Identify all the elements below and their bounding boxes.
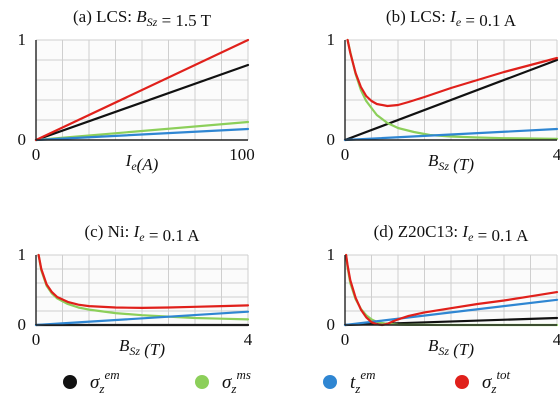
chart-panel-2: 0 1 0 4 BSz (T) (b) LCS: Ie = 0.1 A xyxy=(327,7,560,174)
legend-marker xyxy=(455,375,469,389)
series-line-sigma-tot xyxy=(345,253,559,327)
legend-marker xyxy=(323,375,337,389)
series-line-sigma-tot xyxy=(346,38,559,108)
series-line-t-em xyxy=(343,127,559,142)
chart-title: (d) Z20C13: Ie = 0.1 A xyxy=(374,222,529,245)
legend-label: σzms xyxy=(222,367,251,396)
chart-title: (c) Ni: Ie = 0.1 A xyxy=(84,222,200,245)
chart-panel-1: 0 1 0 100 Ie(A) (a) LCS: BSz = 1.5 T xyxy=(18,7,255,174)
legend-item-t-em: tzem xyxy=(323,367,376,396)
x-tick-label: 0 xyxy=(32,330,41,349)
x-tick-label: 4 xyxy=(553,145,560,164)
series-line-sigma-tot xyxy=(37,253,250,309)
y-tick-label: 0 xyxy=(18,130,27,149)
x-tick-label: 4 xyxy=(244,330,253,349)
series-line-sigma-em xyxy=(343,58,559,142)
y-tick-label: 0 xyxy=(18,315,27,334)
legend-marker xyxy=(63,375,77,389)
y-tick-label: 1 xyxy=(327,30,336,49)
legend: σzem σzms tzem σztot xyxy=(63,367,511,396)
chart-title: (a) LCS: BSz = 1.5 T xyxy=(73,7,212,30)
x-axis-label: BSz (T) xyxy=(428,151,474,174)
chart-panel-4: 0 1 0 4 BSz (T) (d) Z20C13: Ie = 0.1 A xyxy=(327,222,560,359)
x-axis-label: BSz (T) xyxy=(428,336,474,359)
series-line-sigma-tot xyxy=(34,38,250,142)
chart-title: (b) LCS: Ie = 0.1 A xyxy=(386,7,517,30)
legend-label: σztot xyxy=(482,367,511,396)
x-axis-label: BSz (T) xyxy=(119,336,165,359)
legend-label: tzem xyxy=(350,367,376,396)
y-tick-label: 0 xyxy=(327,315,336,334)
x-axis-label: Ie(A) xyxy=(125,151,159,174)
x-tick-label: 0 xyxy=(341,145,350,164)
legend-item-sigma-em: σzem xyxy=(63,367,120,396)
series-line-sigma-ms xyxy=(34,120,250,142)
y-tick-label: 1 xyxy=(18,245,27,264)
x-tick-label: 4 xyxy=(553,330,560,349)
series-line-sigma-em xyxy=(34,63,250,142)
x-tick-label: 0 xyxy=(32,145,41,164)
y-tick-label: 1 xyxy=(18,30,27,49)
legend-item-sigma-tot: σztot xyxy=(455,367,511,396)
grid xyxy=(35,254,249,326)
legend-marker xyxy=(195,375,209,389)
chart-panel-3: 0 1 0 4 BSz (T) (c) Ni: Ie = 0.1 A xyxy=(18,222,253,359)
legend-label: σzem xyxy=(90,367,120,396)
series-line-t-em xyxy=(34,310,250,327)
legend-item-sigma-ms: σzms xyxy=(195,367,251,396)
series-line-t-em xyxy=(34,127,250,142)
y-tick-label: 1 xyxy=(327,245,336,264)
y-tick-label: 0 xyxy=(327,130,336,149)
x-tick-label: 100 xyxy=(229,145,255,164)
series-line-t-em xyxy=(343,298,559,327)
x-tick-label: 0 xyxy=(341,330,350,349)
